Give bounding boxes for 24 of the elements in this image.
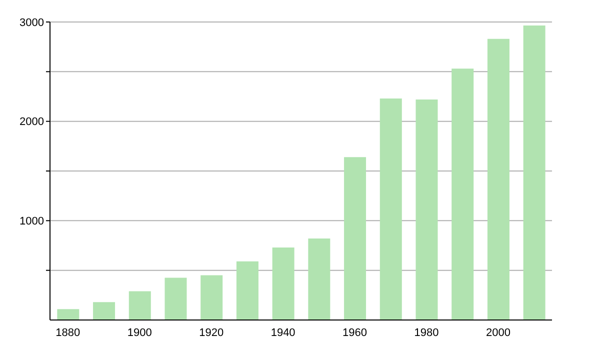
bar	[200, 275, 223, 320]
bar	[487, 38, 510, 320]
bar	[57, 309, 80, 320]
bar	[128, 291, 151, 320]
y-tick-label: 3000	[20, 16, 44, 29]
x-tick-label: 1900	[127, 326, 152, 339]
bar	[380, 98, 402, 320]
x-tick-label: 1920	[199, 326, 224, 339]
bar	[272, 247, 294, 320]
bar	[164, 278, 187, 320]
x-tick-label: 1980	[414, 326, 439, 339]
bar	[308, 238, 330, 320]
bar	[523, 25, 546, 320]
bar	[93, 302, 116, 320]
x-tick-label: 2000	[486, 326, 510, 339]
x-tick-label: 1880	[56, 326, 80, 339]
bar	[416, 99, 438, 320]
x-tick-label: 1960	[342, 326, 368, 339]
bar	[452, 68, 474, 320]
y-tick-label: 2000	[20, 116, 44, 128]
x-tick-label: 1940	[270, 326, 296, 339]
bar	[344, 157, 366, 320]
bar	[236, 261, 258, 320]
y-tick-label: 1000	[20, 216, 44, 228]
